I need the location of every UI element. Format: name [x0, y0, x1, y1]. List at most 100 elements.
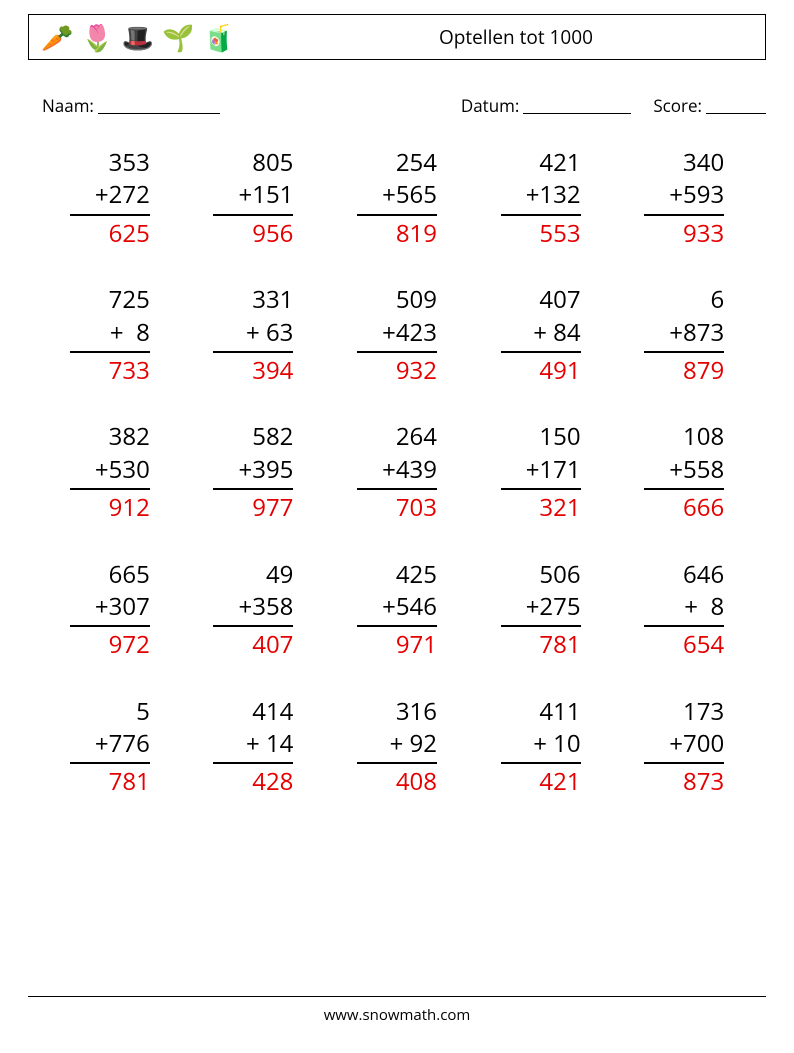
operand-a: 421: [501, 147, 581, 179]
answer: 491: [501, 353, 581, 387]
answer: 553: [501, 216, 581, 250]
problems-grid: 353+272625805+151956254+565819421+132553…: [28, 147, 766, 799]
problem: 414+ 14428: [182, 696, 326, 799]
answer: 972: [70, 627, 150, 661]
operand-a: 646: [644, 559, 724, 591]
operand-a: 725: [70, 284, 150, 316]
answer: 933: [644, 216, 724, 250]
operand-b: +132: [501, 179, 581, 215]
operand-a: 425: [357, 559, 437, 591]
operand-b: +776: [70, 728, 150, 764]
operand-a: 5: [70, 696, 150, 728]
answer: 703: [357, 490, 437, 524]
operand-b: +439: [357, 454, 437, 490]
problem: 725+ 8733: [38, 284, 182, 387]
operand-b: + 8: [644, 591, 724, 627]
answer: 666: [644, 490, 724, 524]
problem: 509+423932: [325, 284, 469, 387]
operand-a: 582: [213, 421, 293, 453]
problem: 425+546971: [325, 559, 469, 662]
answer: 428: [213, 764, 293, 798]
naam-label: Naam:: [42, 94, 94, 117]
problem: 108+558666: [612, 421, 756, 524]
answer: 408: [357, 764, 437, 798]
operand-a: 407: [501, 284, 581, 316]
problem: 173+700873: [612, 696, 756, 799]
operand-a: 509: [357, 284, 437, 316]
operand-a: 264: [357, 421, 437, 453]
answer: 733: [70, 353, 150, 387]
answer: 394: [213, 353, 293, 387]
operand-b: + 84: [501, 317, 581, 353]
answer: 407: [213, 627, 293, 661]
naam-line: [98, 91, 220, 114]
operand-a: 506: [501, 559, 581, 591]
answer: 912: [70, 490, 150, 524]
operand-b: + 10: [501, 728, 581, 764]
operand-a: 414: [213, 696, 293, 728]
problem: 316+ 92408: [325, 696, 469, 799]
watering-can-icon: 🧃: [203, 24, 235, 50]
answer: 781: [70, 764, 150, 798]
answer: 421: [501, 764, 581, 798]
operand-b: +307: [70, 591, 150, 627]
problem: 411+ 10421: [469, 696, 613, 799]
operand-a: 353: [70, 147, 150, 179]
problem: 150+171321: [469, 421, 613, 524]
operand-b: + 8: [70, 317, 150, 353]
answer: 625: [70, 216, 150, 250]
answer: 879: [644, 353, 724, 387]
page-title: Optellen tot 1000: [439, 24, 593, 50]
operand-b: +558: [644, 454, 724, 490]
operand-a: 331: [213, 284, 293, 316]
problem: 331+ 63394: [182, 284, 326, 387]
operand-a: 665: [70, 559, 150, 591]
problem: 49+358407: [182, 559, 326, 662]
operand-b: +171: [501, 454, 581, 490]
datum-line: [523, 91, 631, 114]
problem: 353+272625: [38, 147, 182, 250]
hat-icon: 🎩: [122, 24, 154, 50]
operand-a: 316: [357, 696, 437, 728]
answer: 819: [357, 216, 437, 250]
answer: 971: [357, 627, 437, 661]
score-line: [706, 91, 766, 114]
problem: 264+439703: [325, 421, 469, 524]
answer: 956: [213, 216, 293, 250]
flower-icon: 🌷: [81, 24, 113, 50]
operand-a: 411: [501, 696, 581, 728]
info-row: Naam: Datum: Score:: [42, 94, 766, 117]
answer: 654: [644, 627, 724, 661]
operand-a: 150: [501, 421, 581, 453]
operand-a: 340: [644, 147, 724, 179]
problem: 5+776781: [38, 696, 182, 799]
operand-b: +272: [70, 179, 150, 215]
problem: 382+530912: [38, 421, 182, 524]
problem: 407+ 84491: [469, 284, 613, 387]
problem: 506+275781: [469, 559, 613, 662]
operand-a: 108: [644, 421, 724, 453]
operand-b: +700: [644, 728, 724, 764]
operand-a: 49: [213, 559, 293, 591]
operand-b: +358: [213, 591, 293, 627]
answer: 977: [213, 490, 293, 524]
operand-b: + 92: [357, 728, 437, 764]
problem: 646+ 8654: [612, 559, 756, 662]
seedling-icon: 🌱: [162, 24, 194, 50]
datum-label: Datum:: [461, 94, 519, 117]
operand-b: +565: [357, 179, 437, 215]
operand-b: +151: [213, 179, 293, 215]
carrot-icon: 🥕: [41, 24, 73, 50]
problem: 421+132553: [469, 147, 613, 250]
operand-a: 6: [644, 284, 724, 316]
operand-b: + 14: [213, 728, 293, 764]
operand-b: +593: [644, 179, 724, 215]
operand-a: 254: [357, 147, 437, 179]
answer: 781: [501, 627, 581, 661]
answer: 321: [501, 490, 581, 524]
problem: 805+151956: [182, 147, 326, 250]
operand-b: +423: [357, 317, 437, 353]
operand-b: + 63: [213, 317, 293, 353]
problem: 340+593933: [612, 147, 756, 250]
operand-b: +546: [357, 591, 437, 627]
